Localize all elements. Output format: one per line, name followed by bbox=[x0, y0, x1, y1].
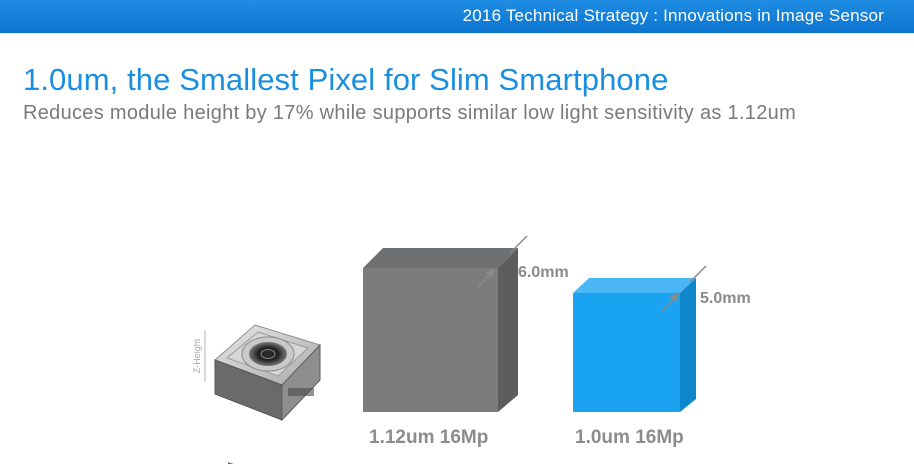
block-1p0um-height-label: 5.0mm bbox=[700, 290, 751, 307]
block-1p12um-front bbox=[363, 268, 498, 412]
slide-subheadline: Reduces module height by 17% while suppo… bbox=[23, 102, 797, 124]
header-bar: 2016 Technical Strategy : Innovations in… bbox=[0, 0, 914, 33]
block-1p12um-height-label: 6.0mm bbox=[518, 264, 569, 281]
block-1p0um-front bbox=[573, 293, 680, 412]
block-1p0um: 5.0mm 1.0um 16Mp bbox=[573, 265, 751, 448]
block-1p12um-top bbox=[363, 248, 518, 268]
block-1p0um-side bbox=[680, 278, 696, 412]
block-1p12um: 6.0mm 1.12um 16Mp bbox=[363, 235, 569, 448]
block-1p0um-top bbox=[573, 278, 696, 293]
block-1p12um-height-arrow bbox=[510, 235, 528, 253]
z-height-label: Z-Height bbox=[192, 338, 202, 373]
slide-headline: 1.0um, the Smallest Pixel for Slim Smart… bbox=[23, 62, 669, 97]
block-1p12um-caption: 1.12um 16Mp bbox=[369, 427, 488, 448]
header-title: 2016 Technical Strategy : Innovations in… bbox=[462, 6, 884, 25]
block-1p0um-caption: 1.0um 16Mp bbox=[575, 427, 684, 448]
block-1p12um-side bbox=[498, 248, 518, 412]
camera-module-image: Z-Height bbox=[192, 324, 321, 464]
block-1p0um-height-arrow bbox=[689, 265, 707, 283]
